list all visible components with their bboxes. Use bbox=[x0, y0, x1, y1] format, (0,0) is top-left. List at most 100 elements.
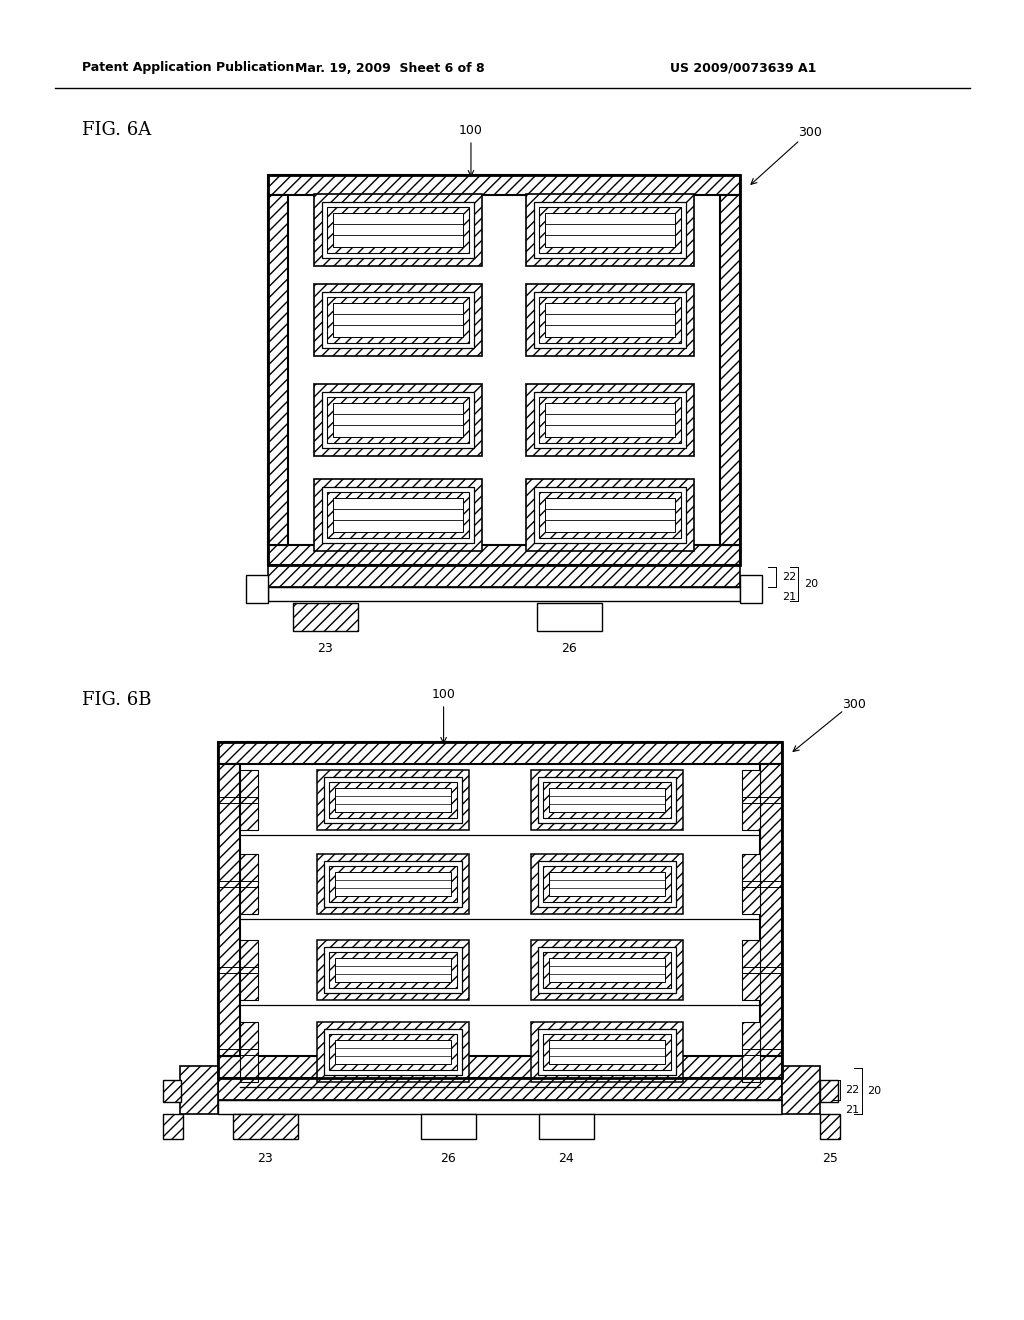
Bar bbox=[330, 781, 458, 818]
Bar bbox=[218, 742, 782, 764]
Text: 21: 21 bbox=[845, 1105, 859, 1115]
Bar bbox=[333, 403, 463, 437]
Bar bbox=[268, 195, 288, 545]
Bar bbox=[322, 392, 474, 447]
Text: 23: 23 bbox=[317, 643, 333, 656]
Bar bbox=[268, 176, 740, 565]
Bar bbox=[336, 873, 452, 896]
Text: 21: 21 bbox=[782, 591, 796, 602]
Bar bbox=[240, 940, 258, 1001]
Text: 24: 24 bbox=[559, 1152, 574, 1166]
Bar bbox=[322, 487, 474, 543]
Text: 100: 100 bbox=[432, 688, 456, 701]
Bar bbox=[549, 1040, 665, 1064]
Text: 22: 22 bbox=[782, 572, 797, 582]
Bar bbox=[240, 854, 258, 913]
Bar bbox=[545, 213, 675, 247]
Bar bbox=[545, 498, 675, 532]
Bar bbox=[313, 479, 482, 550]
Text: 20: 20 bbox=[867, 1086, 881, 1096]
Bar bbox=[327, 207, 469, 253]
Text: 26: 26 bbox=[561, 643, 577, 656]
Text: 22: 22 bbox=[845, 1085, 859, 1096]
Text: 20: 20 bbox=[804, 579, 818, 589]
Bar bbox=[330, 952, 458, 987]
Bar bbox=[538, 777, 676, 822]
Bar bbox=[322, 292, 474, 348]
Bar bbox=[268, 176, 740, 195]
Bar bbox=[535, 487, 686, 543]
Bar bbox=[526, 479, 694, 550]
Bar bbox=[535, 392, 686, 447]
Bar bbox=[325, 946, 463, 993]
Bar bbox=[288, 195, 720, 545]
Bar bbox=[313, 384, 482, 455]
Bar bbox=[330, 1034, 458, 1071]
Bar bbox=[530, 1022, 683, 1082]
Bar bbox=[526, 384, 694, 455]
Bar bbox=[740, 576, 762, 603]
Bar bbox=[336, 788, 452, 812]
Bar bbox=[313, 194, 482, 267]
Bar bbox=[543, 952, 671, 987]
Bar bbox=[268, 565, 740, 587]
Text: Mar. 19, 2009  Sheet 6 of 8: Mar. 19, 2009 Sheet 6 of 8 bbox=[295, 62, 484, 74]
Bar bbox=[317, 854, 469, 913]
Bar bbox=[313, 284, 482, 356]
Bar bbox=[742, 854, 760, 913]
Text: US 2009/0073639 A1: US 2009/0073639 A1 bbox=[670, 62, 816, 74]
Bar bbox=[327, 297, 469, 343]
Bar bbox=[317, 770, 469, 830]
Bar bbox=[538, 1030, 676, 1074]
Bar bbox=[246, 576, 268, 603]
Bar bbox=[218, 1056, 782, 1078]
Bar bbox=[530, 770, 683, 830]
Bar bbox=[720, 195, 740, 545]
Bar bbox=[543, 781, 671, 818]
Bar bbox=[538, 861, 676, 907]
Bar bbox=[535, 292, 686, 348]
Bar bbox=[317, 1022, 469, 1082]
Bar bbox=[820, 1080, 838, 1102]
Bar bbox=[549, 958, 665, 982]
Bar bbox=[336, 958, 452, 982]
Bar bbox=[240, 770, 258, 830]
Bar bbox=[535, 202, 686, 257]
Text: 26: 26 bbox=[440, 1152, 456, 1166]
Text: FIG. 6A: FIG. 6A bbox=[82, 121, 152, 139]
Bar bbox=[540, 1114, 595, 1139]
Bar bbox=[180, 1067, 218, 1114]
Bar bbox=[538, 946, 676, 993]
Bar bbox=[330, 866, 458, 902]
Text: 25: 25 bbox=[822, 1152, 838, 1166]
Bar bbox=[325, 861, 463, 907]
Bar bbox=[268, 587, 740, 601]
Bar bbox=[327, 397, 469, 444]
Bar bbox=[322, 202, 474, 257]
Bar bbox=[782, 1067, 820, 1114]
Bar bbox=[549, 873, 665, 896]
Bar bbox=[540, 397, 681, 444]
Bar bbox=[540, 297, 681, 343]
Bar bbox=[218, 742, 782, 1078]
Bar bbox=[317, 940, 469, 1001]
Text: Patent Application Publication: Patent Application Publication bbox=[82, 62, 294, 74]
Bar bbox=[421, 1114, 476, 1139]
Bar bbox=[293, 603, 358, 631]
Bar bbox=[333, 498, 463, 532]
Bar bbox=[325, 1030, 463, 1074]
Bar bbox=[742, 770, 760, 830]
Bar bbox=[336, 1040, 452, 1064]
Text: FIG. 6B: FIG. 6B bbox=[82, 690, 152, 709]
Bar bbox=[218, 764, 240, 1056]
Bar bbox=[549, 788, 665, 812]
Bar bbox=[526, 194, 694, 267]
Text: 23: 23 bbox=[257, 1152, 272, 1166]
Bar bbox=[327, 492, 469, 539]
Bar bbox=[742, 1022, 760, 1082]
Bar bbox=[218, 1078, 782, 1100]
Bar bbox=[537, 603, 602, 631]
Text: 300: 300 bbox=[798, 127, 822, 140]
Bar bbox=[540, 492, 681, 539]
Bar bbox=[240, 1022, 258, 1082]
